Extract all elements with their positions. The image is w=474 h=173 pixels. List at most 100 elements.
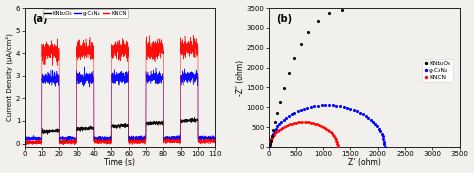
Point	[333, 139, 340, 142]
Point	[267, 139, 274, 142]
Point	[333, 104, 340, 107]
Point	[294, 110, 301, 113]
Point	[267, 140, 274, 143]
Point	[334, 145, 341, 148]
Point	[325, 11, 332, 14]
Point	[381, 145, 388, 148]
Point	[328, 132, 336, 135]
Point	[353, 110, 361, 113]
Point	[265, 145, 273, 148]
Point	[362, 115, 370, 117]
Legend: KNb₂O₆, g-C₃N₄, KNCN: KNb₂O₆, g-C₃N₄, KNCN	[422, 59, 453, 82]
Point	[269, 128, 277, 131]
Point	[310, 122, 317, 125]
Point	[327, 131, 335, 133]
Point	[268, 135, 275, 138]
Point	[300, 107, 308, 110]
Point	[305, 121, 313, 124]
Point	[304, 106, 311, 109]
Legend: KNb₂O₆, g-C₃N₄, KNCN: KNb₂O₆, g-C₃N₄, KNCN	[43, 10, 128, 18]
Point	[268, 134, 275, 137]
Point	[321, 104, 329, 107]
Point	[380, 140, 388, 143]
Point	[294, 121, 302, 124]
X-axis label: Time (s): Time (s)	[104, 158, 136, 167]
Point	[278, 121, 285, 123]
Point	[336, 105, 344, 108]
Point	[285, 115, 292, 117]
Point	[284, 124, 292, 126]
Point	[266, 143, 274, 146]
Point	[270, 133, 278, 136]
Point	[271, 132, 279, 135]
Point	[278, 126, 286, 129]
Point	[381, 143, 388, 146]
Point	[292, 121, 300, 124]
Point	[273, 125, 281, 128]
Point	[268, 136, 276, 139]
Point	[273, 131, 280, 133]
Point	[359, 113, 367, 116]
Point	[280, 119, 287, 121]
Point	[282, 124, 290, 127]
Point	[274, 129, 282, 132]
Point	[269, 135, 277, 138]
Point	[266, 144, 273, 147]
Point	[283, 117, 290, 119]
Point	[305, 30, 312, 33]
Point	[271, 121, 279, 124]
Point	[272, 128, 280, 130]
Point	[314, 20, 321, 22]
Point	[379, 135, 386, 138]
Point	[316, 124, 323, 126]
Point	[332, 138, 340, 140]
Point	[340, 106, 347, 108]
Point	[307, 121, 315, 124]
Point	[329, 133, 337, 136]
Point	[346, 107, 354, 110]
Point	[367, 119, 374, 121]
Point	[343, 106, 351, 109]
Point	[334, 144, 341, 147]
Point	[288, 122, 295, 125]
Point	[276, 101, 284, 103]
Point	[311, 122, 319, 125]
Point	[297, 109, 304, 111]
Point	[270, 130, 278, 133]
Point	[374, 125, 381, 128]
Point	[265, 144, 273, 147]
Point	[365, 117, 372, 119]
Y-axis label: -Z″ (ohm): -Z″ (ohm)	[236, 59, 245, 95]
Point	[286, 123, 293, 126]
Point	[330, 135, 338, 138]
Point	[267, 138, 275, 140]
Point	[296, 121, 304, 124]
Point	[299, 121, 306, 124]
Point	[334, 142, 341, 145]
Point	[273, 111, 281, 114]
Point	[372, 123, 379, 126]
Y-axis label: Current Density (μA/cm²): Current Density (μA/cm²)	[6, 34, 13, 121]
Point	[275, 123, 283, 126]
Point	[350, 109, 357, 111]
Point	[280, 87, 288, 90]
Point	[329, 104, 337, 107]
Point	[266, 141, 274, 144]
Point	[266, 142, 273, 145]
Point	[310, 105, 318, 108]
Point	[301, 121, 309, 124]
Point	[267, 138, 275, 140]
Point	[319, 125, 327, 128]
Text: (a): (a)	[32, 14, 47, 24]
Point	[380, 138, 387, 140]
Point	[275, 128, 283, 131]
Point	[313, 123, 321, 126]
Point	[333, 141, 341, 144]
Point	[331, 136, 339, 139]
Point	[326, 129, 333, 132]
Point	[291, 57, 298, 60]
Point	[314, 104, 322, 107]
Point	[318, 124, 325, 127]
Point	[288, 113, 295, 116]
Point	[369, 121, 377, 123]
